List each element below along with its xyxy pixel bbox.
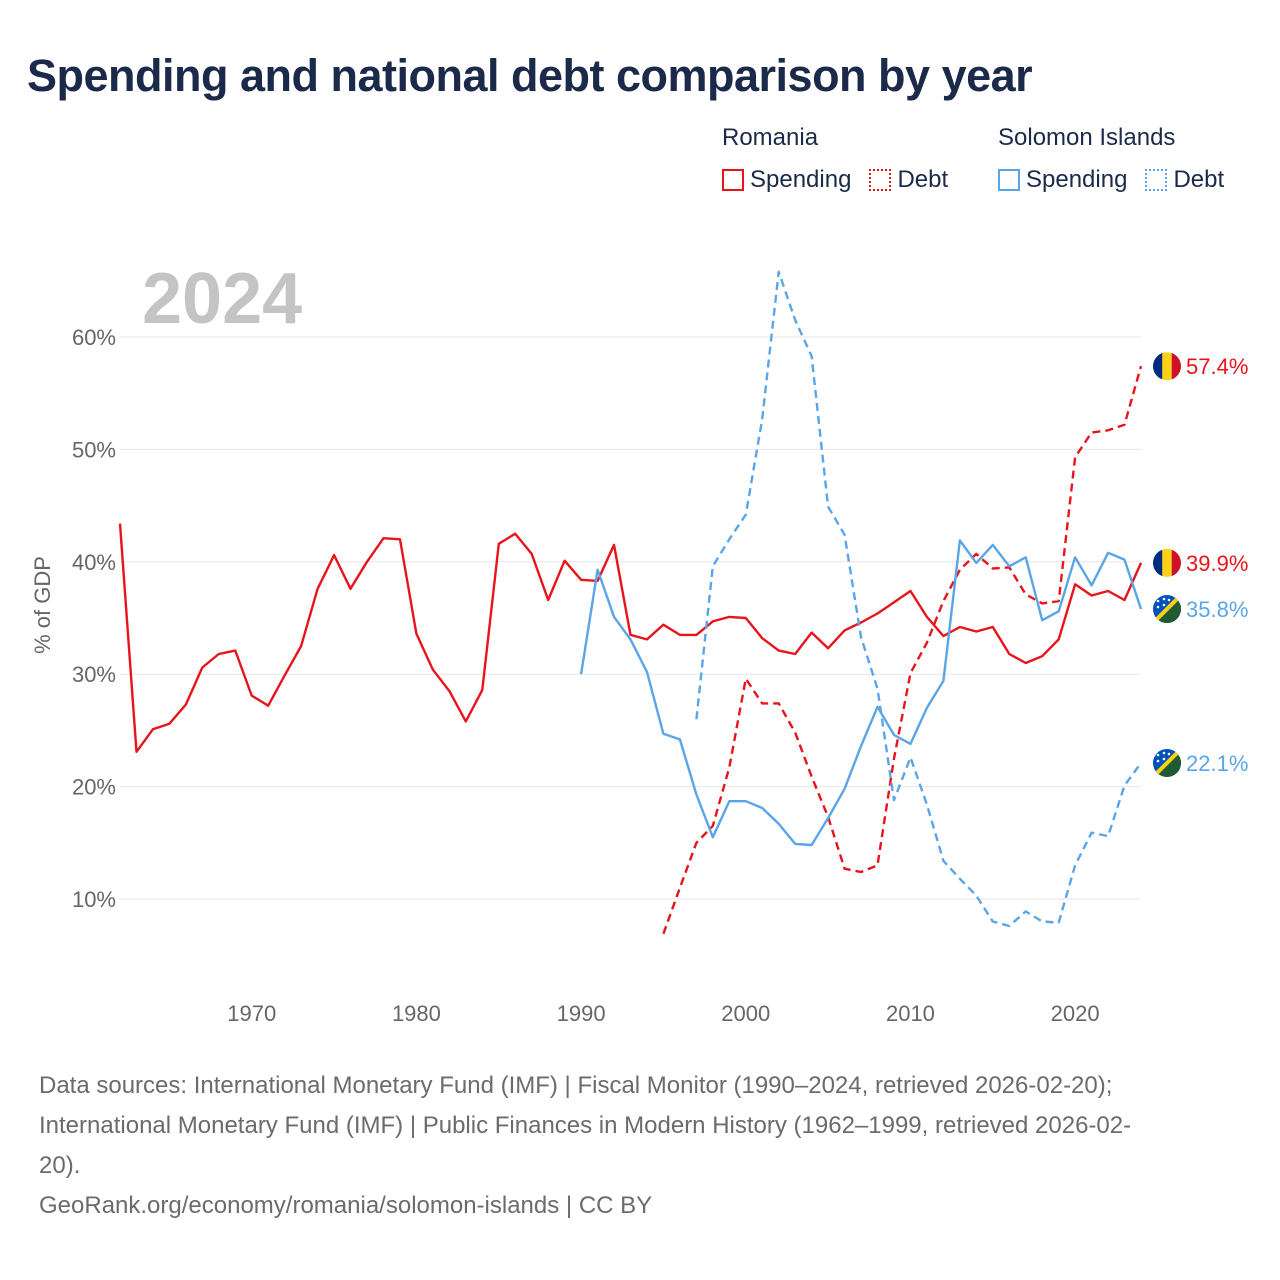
romania-flag-icon bbox=[1153, 352, 1181, 381]
legend-solomon-debt-label: Debt bbox=[1173, 166, 1225, 193]
chart-title: Spending and national debt comparison by… bbox=[27, 50, 1033, 101]
legend-romania-spending[interactable]: Spending bbox=[722, 166, 851, 194]
y-tick-label: 30% bbox=[72, 662, 116, 687]
line-chart: 10% 20% 30% 40% 50% 60% 1970 1980 1990 2000 2010 2… bbox=[30, 259, 1248, 1026]
x-tick-label: 2010 bbox=[886, 1001, 935, 1026]
legend-romania-debt[interactable]: Debt bbox=[869, 166, 948, 194]
legend-solid-swatch bbox=[722, 169, 744, 191]
series-line-solomon-islands-debt[interactable] bbox=[695, 270, 1142, 928]
legend-romania-spending-label: Spending bbox=[750, 166, 852, 193]
x-axis-ticks: 1970 1980 1990 2000 2010 2020 bbox=[227, 1001, 1099, 1026]
source-line-2: International Monetary Fund (IMF) | Publ… bbox=[39, 1112, 1132, 1139]
series-lines bbox=[118, 270, 1143, 935]
series-line-solomon-islands-spending[interactable] bbox=[579, 539, 1143, 847]
romania-flag-icon bbox=[1153, 548, 1181, 577]
solomon-islands-flag-icon bbox=[1153, 748, 1181, 777]
solomon-islands-flag-icon bbox=[1153, 595, 1181, 624]
source-line-3: 20). bbox=[39, 1152, 81, 1179]
source-link[interactable]: GeoRank.org/economy/romania/solomon-isla… bbox=[39, 1192, 653, 1219]
source-note: Data sources: International Monetary Fun… bbox=[39, 1066, 1239, 1226]
end-value-label: 35.8% bbox=[1186, 597, 1248, 622]
legend-solomon-spending[interactable]: Spending bbox=[998, 166, 1127, 194]
x-tick-label: 1990 bbox=[557, 1001, 606, 1026]
legend-romania-debt-label: Debt bbox=[897, 166, 949, 193]
current-year-label: 2024 bbox=[142, 259, 302, 339]
legend-solomon-debt[interactable]: Debt bbox=[1145, 166, 1224, 194]
legend-dotted-swatch bbox=[1145, 169, 1168, 191]
series-line-romania-spending[interactable] bbox=[118, 523, 1143, 753]
y-axis-title: % of GDP bbox=[30, 556, 55, 654]
end-value-label: 39.9% bbox=[1186, 551, 1248, 576]
legend-romania-name: Romania bbox=[722, 124, 819, 151]
x-tick-label: 2020 bbox=[1051, 1001, 1100, 1026]
source-line-1: Data sources: International Monetary Fun… bbox=[39, 1072, 1113, 1099]
y-tick-label: 10% bbox=[72, 887, 116, 912]
legend-dotted-swatch bbox=[869, 169, 892, 191]
y-tick-label: 60% bbox=[72, 325, 116, 350]
x-tick-label: 1970 bbox=[227, 1001, 276, 1026]
x-tick-label: 1980 bbox=[392, 1001, 441, 1026]
legend-solomon-islands: Solomon Islands Spending Debt bbox=[998, 124, 1224, 194]
gridlines bbox=[120, 336, 1141, 900]
end-value-label: 57.4% bbox=[1186, 354, 1248, 379]
series-line-romania-debt[interactable] bbox=[662, 365, 1143, 935]
end-value-label: 22.1% bbox=[1186, 751, 1248, 776]
y-tick-label: 50% bbox=[72, 437, 116, 462]
y-tick-label: 40% bbox=[72, 550, 116, 575]
end-labels: 39.9% 57.4% 35.8% 22.1% bbox=[1153, 352, 1248, 777]
legend-solomon-name: Solomon Islands bbox=[998, 124, 1176, 151]
legend-solid-swatch bbox=[998, 169, 1020, 191]
y-axis-ticks: 10% 20% 30% 40% 50% 60% bbox=[72, 325, 116, 912]
y-tick-label: 20% bbox=[72, 775, 116, 800]
x-tick-label: 2000 bbox=[721, 1001, 770, 1026]
legend-romania: Romania Spending Debt bbox=[722, 124, 948, 194]
legend-solomon-spending-label: Spending bbox=[1026, 166, 1128, 193]
